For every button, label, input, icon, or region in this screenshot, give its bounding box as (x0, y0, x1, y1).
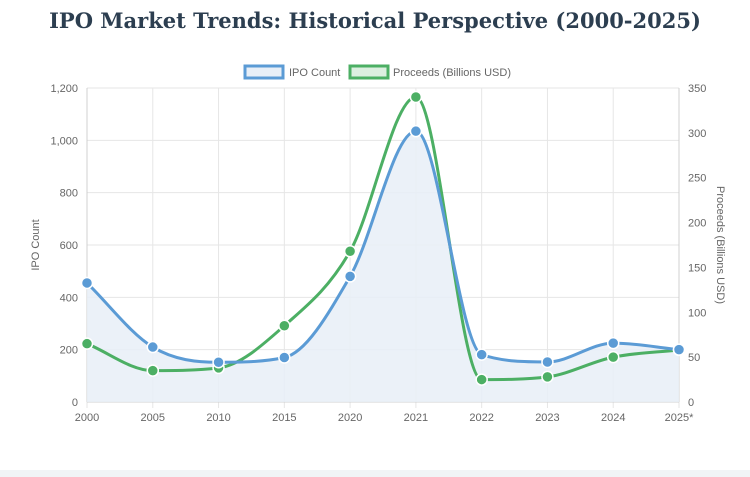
y-right-tick-label: 150 (688, 262, 706, 274)
y-tick-label: 600 (60, 240, 78, 252)
ipo-count-line (85, 129, 680, 364)
proceeds-point (409, 90, 423, 104)
y-tick-label: 0 (72, 397, 78, 409)
proceeds-point (475, 373, 488, 386)
x-tick-label: 2025* (665, 412, 694, 424)
y-right-tick-label: 350 (688, 83, 706, 95)
proceeds-point (80, 337, 94, 350)
x-tick-label: 2020 (338, 412, 362, 424)
y-tick-label: 1,000 (50, 135, 78, 147)
y-right-tick-label: 0 (688, 397, 694, 409)
proceeds-point (541, 370, 554, 384)
ipo-count-point (80, 276, 94, 290)
ipo-count-point (606, 336, 620, 350)
proceeds-point (278, 319, 291, 332)
y-tick-label: 1,200 (50, 83, 78, 95)
y-tick-label: 200 (60, 345, 78, 357)
ipo-count-point (409, 124, 423, 138)
x-tick-label: 2024 (601, 412, 625, 424)
proceeds-point (146, 364, 160, 377)
y-tick-label: 400 (60, 292, 78, 304)
y-axis-title: IPO Count (30, 219, 42, 270)
x-tick-label: 2022 (469, 412, 493, 424)
legend-label-proceeds: Proceeds (Billions USD) (393, 67, 511, 79)
x-tick-label: 2000 (75, 412, 99, 424)
ipo-count-point (146, 340, 160, 354)
x-tick-label: 2015 (272, 412, 296, 424)
legend-swatch-proceeds (348, 64, 390, 80)
x-tick-label: 2023 (535, 412, 559, 424)
chart-title: IPO Market Trends: Historical Perspectiv… (49, 8, 701, 33)
y-axis-title-right: Proceeds (Billions USD) (714, 186, 726, 304)
proceeds-line (86, 95, 680, 382)
legend-swatch-ipo-count (243, 64, 285, 80)
x-tick-label: 2005 (141, 412, 165, 424)
x-tick-label: 2010 (206, 412, 230, 424)
x-tick-label: 2021 (404, 412, 428, 424)
ipo-count-point (212, 355, 225, 369)
y-right-tick-label: 100 (688, 307, 706, 319)
ipo-count-point (343, 270, 357, 283)
y-right-tick-label: 200 (688, 218, 706, 230)
ipo-count-area (87, 131, 679, 403)
ipo-count-point (475, 348, 488, 361)
proceeds-point (343, 245, 357, 258)
proceeds-point (606, 350, 620, 364)
legend-label-ipo-count: IPO Count (289, 67, 340, 79)
ipo-count-point (278, 351, 291, 364)
y-right-tick-label: 50 (688, 352, 700, 364)
ipo-count-point (541, 355, 554, 369)
y-right-tick-label: 250 (688, 173, 706, 185)
y-right-tick-label: 300 (688, 128, 706, 140)
ipo-count-point (672, 343, 686, 356)
y-tick-label: 800 (60, 188, 78, 200)
